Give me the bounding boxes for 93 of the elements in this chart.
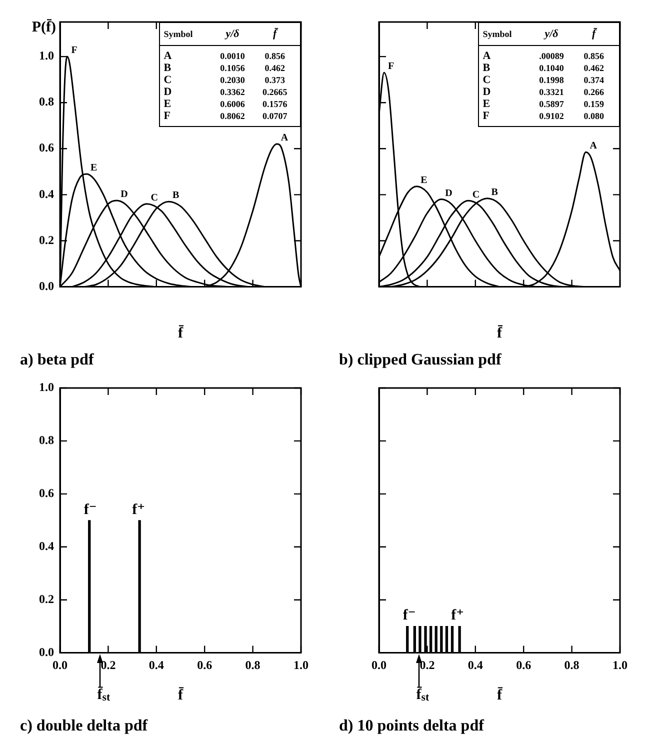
annotation: B	[482, 62, 492, 74]
annotation: B	[164, 62, 172, 74]
annotation: 0.373	[264, 74, 286, 86]
y-tick-label: 0.0	[39, 278, 54, 293]
annotation: 0.8062	[219, 110, 246, 122]
annotation: 0.2665	[261, 86, 288, 98]
series-label: D	[120, 189, 128, 200]
annotation: f̄	[591, 28, 598, 40]
annotation: 0.1056	[219, 62, 246, 74]
series-label: B	[491, 186, 498, 198]
annotation: Symbol	[482, 28, 513, 40]
annotation: F	[482, 110, 491, 122]
annotation: 0.5897	[538, 98, 565, 110]
series-label: f⁺	[132, 502, 146, 518]
legend-label: A	[590, 140, 598, 152]
annotation: 0.0010	[219, 50, 246, 62]
x-tick-label: 0.8	[245, 658, 260, 672]
annotation: 0.6006	[219, 98, 246, 110]
annotation: 0.0707	[261, 110, 288, 122]
annotation: 0.856	[582, 50, 605, 62]
annotation: A	[482, 50, 492, 62]
annotation: 0.856	[264, 50, 286, 62]
annotation: E	[164, 98, 172, 110]
text: d) 10 points delta pdf	[339, 718, 485, 735]
x-axis-title: f̄	[178, 686, 184, 704]
series-label: B	[172, 190, 180, 202]
annotation: Symbol	[164, 28, 194, 40]
x-tick-label: 0.6	[197, 658, 212, 672]
annotation: y/δ	[224, 28, 240, 40]
annotation: 0.1040	[538, 62, 565, 74]
annotation: 0.3362	[219, 86, 246, 98]
y-tick-label: 0.2	[39, 592, 54, 606]
x-axis-title: f̄	[497, 324, 504, 342]
x-tick-label: 0.4	[148, 658, 164, 672]
series-label: F	[71, 45, 78, 56]
annotation: 0.462	[582, 62, 605, 74]
series-label: C	[150, 192, 158, 204]
annotation: 0.2030	[219, 74, 246, 86]
x-tick-label: 0.0	[372, 658, 386, 672]
annotation: 0.1998	[538, 74, 565, 86]
x-tick-label: 0.8	[564, 658, 580, 672]
annotation: 0.462	[264, 62, 286, 74]
series-label: f⁻	[402, 608, 416, 624]
annotation: 0.080	[582, 110, 605, 122]
ref-line-label: f̄st	[97, 686, 110, 704]
x-tick-label: 0.0	[52, 658, 68, 672]
y-tick-label: 0.0	[39, 644, 54, 659]
y-tick-label: 0.8	[39, 433, 54, 448]
series-label: D	[445, 188, 452, 199]
y-tick-label: 1.0	[39, 48, 54, 63]
y-tick-label: 0.4	[39, 186, 54, 201]
annotation: .00089	[538, 50, 565, 62]
x-axis-title: f̄	[497, 686, 504, 704]
annotation: 0.3321	[538, 86, 565, 98]
annotation: f̄	[272, 28, 280, 40]
x-tick-label: 0.6	[516, 658, 532, 672]
annotation: 0.266	[582, 86, 605, 98]
x-axis-title: f̄	[178, 324, 184, 342]
annotation: 0.374	[582, 74, 605, 86]
series-label: A	[280, 132, 289, 144]
series-label: F	[388, 61, 394, 72]
y-tick-label: 0.8	[39, 94, 54, 109]
text: a) beta pdf	[20, 352, 94, 369]
x-tick-label: 0.2	[420, 658, 435, 672]
series-label: E	[90, 162, 98, 174]
x-tick-label: 1.0	[612, 658, 628, 672]
text: b) clipped Gaussian pdf	[339, 352, 502, 369]
annotation: D	[164, 86, 173, 98]
series-label: f⁺	[451, 608, 464, 624]
annotation: D	[482, 86, 492, 98]
annotation: y/δ	[542, 28, 560, 40]
annotation: A	[164, 50, 173, 62]
x-tick-label: 1.0	[294, 658, 308, 672]
annotation: E	[482, 98, 492, 110]
y-tick-label: 0.6	[39, 140, 54, 155]
y-axis-title: P(f̄)	[32, 18, 56, 36]
y-tick-label: 1.0	[39, 380, 54, 394]
x-tick-label: 0.2	[100, 658, 116, 672]
series-label: C	[472, 189, 480, 200]
annotation: 0.159	[582, 98, 605, 110]
annotation: 0.9102	[538, 110, 565, 122]
ref-line-label: f̄st	[416, 686, 430, 704]
series-label: E	[420, 174, 428, 186]
y-tick-label: 0.6	[39, 486, 54, 500]
x-tick-label: 0.4	[468, 658, 483, 672]
y-tick-label: 0.4	[39, 538, 54, 553]
text: c) double delta pdf	[20, 718, 148, 735]
annotation: C	[482, 74, 492, 86]
annotation: 0.1576	[261, 98, 288, 110]
annotation: C	[164, 74, 173, 86]
annotation: F	[164, 110, 172, 122]
series-label: f⁻	[84, 502, 97, 518]
y-tick-label: 0.2	[39, 232, 54, 247]
